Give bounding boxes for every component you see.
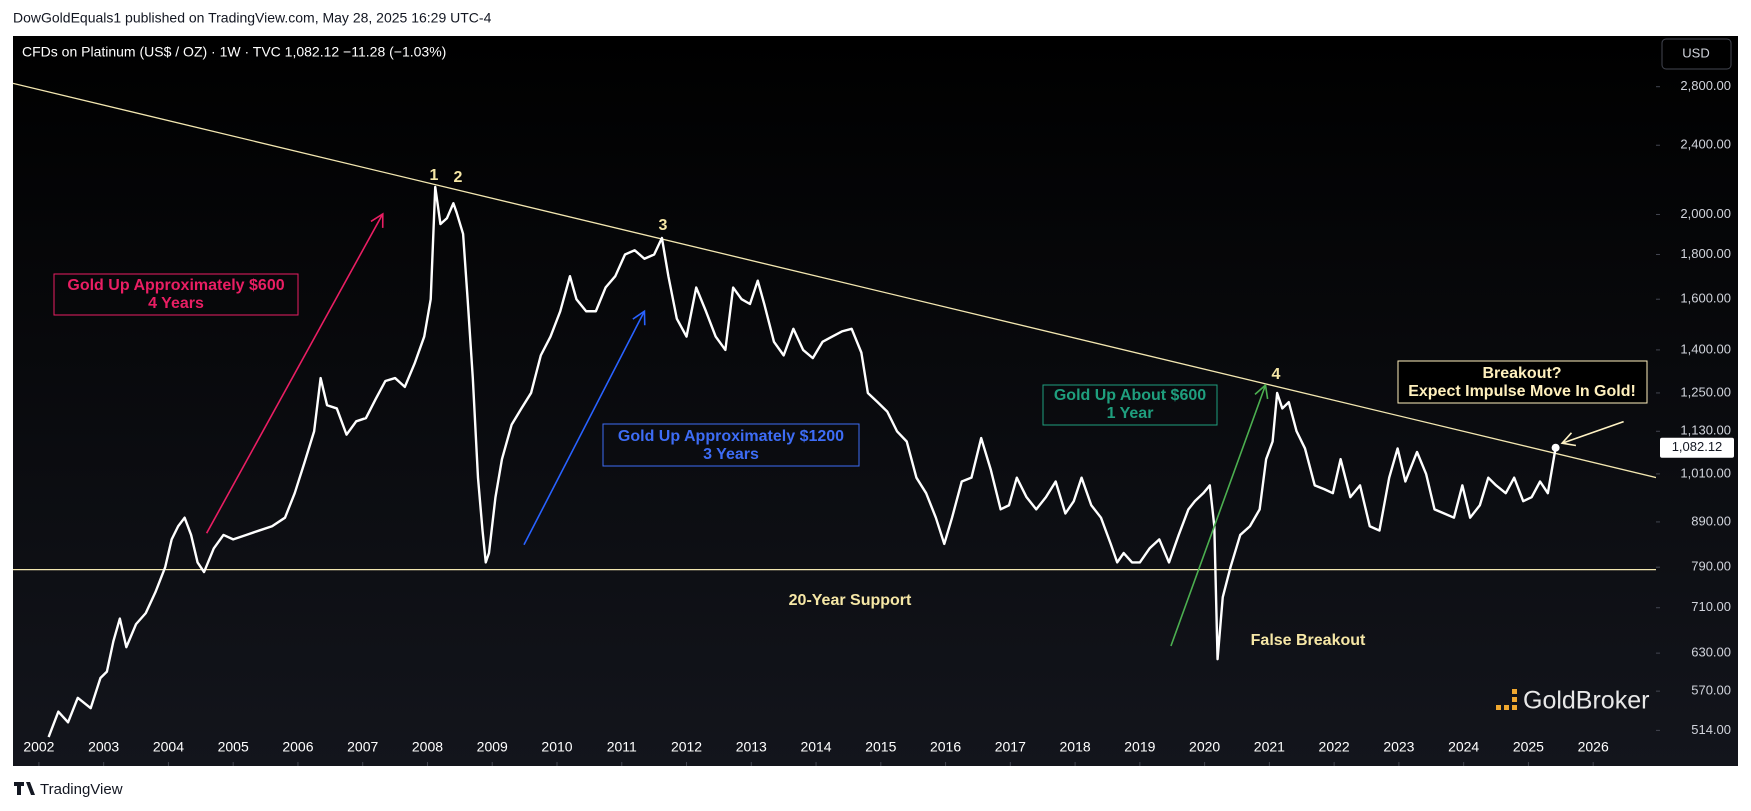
wave-label: 1 (430, 167, 439, 184)
y-tick-label: 1,250.00 (1680, 384, 1731, 399)
x-tick-label: 2006 (282, 739, 313, 755)
x-tick-label: 2005 (218, 739, 249, 755)
x-tick-label: 2026 (1578, 739, 1609, 755)
y-tick-label: 1,130.00 (1680, 423, 1731, 438)
chart-title: CFDs on Platinum (US$ / OZ) · 1W · TVC 1… (22, 44, 446, 60)
x-tick-label: 2022 (1319, 739, 1350, 755)
annotation-box (53, 273, 299, 316)
arrow-head (1254, 383, 1269, 400)
x-tick-label: 2018 (1060, 739, 1091, 755)
y-tick-label: 2,800.00 (1680, 78, 1731, 93)
y-tick-label: 2,400.00 (1680, 137, 1731, 152)
x-tick-label: 2010 (541, 739, 572, 755)
trend-line (13, 82, 1656, 479)
y-tick-label: 1,010.00 (1680, 465, 1731, 480)
annotation-box (1042, 384, 1218, 426)
annotation-text: Gold Up Approximately $1200 (618, 428, 844, 445)
annotation-text: 1 Year (1107, 405, 1154, 422)
x-tick-label: 2002 (23, 739, 54, 755)
x-tick-label: 2020 (1189, 739, 1220, 755)
arrow-line (205, 213, 384, 534)
y-tick-label: 1,800.00 (1680, 246, 1731, 261)
x-tick-label: 2021 (1254, 739, 1285, 755)
arrow-line (1170, 384, 1267, 647)
annotation-text: Gold Up About $600 (1054, 387, 1206, 404)
last-price-dot (1551, 443, 1560, 452)
footer-logo (14, 782, 35, 795)
annotation-text: 20-Year Support (789, 592, 912, 609)
arrow-head (1560, 432, 1577, 447)
y-tick-label: 790.00 (1691, 559, 1731, 574)
header: DowGoldEquals1 published on TradingView.… (13, 10, 492, 26)
y-tick-label: 1,400.00 (1680, 341, 1731, 356)
wave-label: 3 (659, 217, 668, 234)
wave-label: 2 (454, 169, 463, 186)
logo-dot (1512, 705, 1517, 710)
annotation-box (1397, 360, 1648, 404)
annotation-text: False Breakout (1251, 632, 1366, 649)
x-tick-label: 2003 (88, 739, 119, 755)
last-price-label: 1,082.12 (1672, 439, 1723, 454)
footer: TradingView (14, 781, 123, 798)
x-tick-label: 2014 (800, 739, 831, 755)
currency-button[interactable] (1661, 38, 1732, 70)
logo-dot (1512, 697, 1517, 702)
annotation-box (602, 423, 860, 467)
annotation-text: Gold Up Approximately $600 (67, 277, 284, 294)
watermark-text: GoldBroker (1523, 687, 1649, 715)
logo-dot (1496, 705, 1501, 710)
arrow-line (1561, 420, 1624, 444)
plot-area (13, 82, 1656, 738)
y-tick-label: 710.00 (1691, 599, 1731, 614)
annotation-text: 3 Years (703, 446, 759, 463)
x-tick-label: 2004 (153, 739, 184, 755)
x-tick-label: 2025 (1513, 739, 1544, 755)
wave-label: 4 (1272, 366, 1281, 383)
x-tick-label: 2008 (412, 739, 443, 755)
y-tick-label: 1,600.00 (1680, 291, 1731, 306)
x-tick-label: 2009 (477, 739, 508, 755)
arrow-head (632, 309, 646, 326)
logo-dot (1512, 689, 1517, 694)
last-price-box (1660, 437, 1734, 458)
currency-button-label[interactable]: USD (1682, 45, 1709, 60)
annotation-text: Expect Impulse Move In Gold! (1408, 383, 1636, 400)
x-tick-label: 2015 (865, 739, 896, 755)
x-tick-label: 2019 (1124, 739, 1155, 755)
footer-text: TradingView (40, 781, 123, 798)
watermark: GoldBroker (1496, 687, 1649, 715)
x-tick-label: 2024 (1448, 739, 1479, 755)
annotation-text: 4 Years (148, 295, 204, 312)
y-tick-label: 2,000.00 (1680, 206, 1731, 221)
x-tick-label: 2012 (671, 739, 702, 755)
x-tick-label: 2016 (930, 739, 961, 755)
price-line (47, 185, 1557, 738)
annotation-text: Breakout? (1482, 365, 1561, 382)
x-tick-label: 2007 (347, 739, 378, 755)
y-tick-label: 630.00 (1691, 645, 1731, 660)
arrow-head (370, 212, 384, 228)
y-tick-label: 890.00 (1691, 513, 1731, 528)
x-tick-label: 2013 (736, 739, 767, 755)
x-tick-label: 2017 (995, 739, 1026, 755)
arrow-line (523, 310, 646, 546)
y-tick-label: 570.00 (1691, 683, 1731, 698)
y-tick-label: 514.00 (1691, 722, 1731, 737)
x-tick-label: 2023 (1383, 739, 1414, 755)
logo-dot (1504, 705, 1509, 710)
x-tick-label: 2011 (607, 739, 637, 755)
